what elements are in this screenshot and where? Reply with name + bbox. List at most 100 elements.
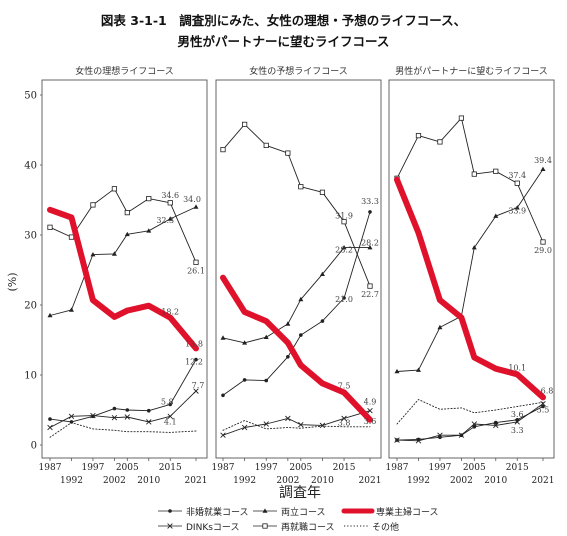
series-line-hishugyo [222,211,371,396]
y-tick-label: 30 [24,231,37,242]
data-label: 7.5 [338,382,351,391]
data-point-saishushoku [90,202,96,208]
data-point-hishugyo [515,418,520,422]
data-point-ryoritsu [437,324,443,330]
legend-item-sengyo: 専業主婦コース [341,506,439,518]
panel-title: 女性の理想ライフコース [75,65,174,77]
data-point-hishugyo [299,333,303,337]
series-line-ryoritsu [222,247,371,344]
x-tick-label: 1992 [407,476,430,486]
data-point-ryoritsu [341,245,347,250]
panel-title: 女性の予想ライフコース [249,65,348,77]
data-point-saishushoku [47,224,53,230]
data-point-ryoritsu [285,321,291,326]
data-point-dinks [285,415,291,422]
y-tick-label: 10 [24,371,37,382]
data-point-ryoritsu [540,166,546,171]
y-tick-label: 0 [31,441,37,452]
legend-item-sonota: その他 [344,521,399,533]
data-point-ryoritsu [415,367,421,372]
y-tick-label: 40 [24,161,37,172]
series-line-dinks [49,390,197,428]
data-point-hishugyo [368,210,372,214]
series-line-dinks [396,403,544,442]
data-label: 10.1 [508,363,526,372]
panel-frame [215,79,382,459]
data-label: 3.3 [511,426,524,435]
x-tick-label: 2015 [506,463,529,473]
x-tick-label: 2015 [333,463,356,473]
x-tick-label: 2010 [311,476,334,486]
x-tick-label: 2005 [463,463,486,473]
data-point-ryoritsu [319,271,325,276]
data-label: 33.3 [361,197,379,206]
data-point-dinks [47,424,53,431]
x-tick-label: 2010 [484,476,507,486]
data-label: 3.8 [338,418,351,427]
chart-panel-3: 男性がパートナーに望むライフコース 1987 1997 2005 2015 1992 200… [386,65,555,486]
data-point-saishushoku [124,209,130,216]
data-point-saishushoku [111,186,118,192]
data-point-hishugyo [459,433,464,438]
series-line-sonota [222,420,371,431]
data-point-saishushoku [167,200,173,206]
panel-title: 男性がパートナーに望むライフコース [395,65,548,77]
figure-title-line-1: 図表 3-1-1 調査別にみた、女性の理想・予想のライフコース、 [100,13,467,28]
data-point-hishugyo [194,357,198,362]
data-label: 34.6 [161,191,179,200]
legend-item-ryoritsu: 両立コース [253,506,326,518]
data-label: 3.6 [511,410,524,419]
data-point-saishushoku [263,142,269,148]
data-point-dinks [193,388,199,394]
data-point-saishushoku [341,219,347,225]
x-tick-label: 1992 [233,476,256,486]
data-point-saishushoku [540,239,546,245]
data-label: 4.1 [164,417,177,426]
data-point-hishugyo [69,420,74,424]
series-line-hishugyo [49,359,197,423]
series-line-hishugyo [396,406,544,441]
data-point-dinks [263,421,269,427]
x-axis-label: 調査年 [279,485,321,501]
data-point-dinks [146,419,152,425]
data-point-hishugyo [48,417,52,421]
data-label: 21.0 [335,295,353,304]
data-point-dinks [220,432,226,438]
series-line-sengyo [394,176,546,401]
data-point-ryoritsu [367,245,373,250]
data-point-hishugyo [416,437,421,442]
legend-label: 非婚就業コース [186,506,249,518]
data-point-dinks [111,414,118,421]
chart-panel-1: 女性の理想ライフコース 1987 1997 2005 2015 1992 2002 2010 2… [39,65,208,486]
data-point-saishushoku [514,180,520,186]
data-point-ryoritsu [471,245,477,250]
data-point-dinks [167,413,173,420]
series-line-saishushoku [222,123,371,287]
series-line-sengyo [47,206,199,352]
data-point-ryoritsu [146,228,152,233]
x-tick-label: 1987 [212,463,235,473]
data-point-hishugyo [493,420,498,425]
data-point-dinks [241,424,248,431]
data-point-ryoritsu [47,312,53,318]
data-point-hishugyo [146,408,151,413]
data-point-saishushoku [458,115,465,121]
legend-item-saishushoku: 再就職コース [253,521,335,533]
data-label: 37.4 [508,171,526,180]
data-point-saishushoku [146,195,152,202]
data-point-ryoritsu [167,216,173,221]
data-point-hishugyo [438,435,442,440]
data-label: 18.2 [161,308,179,317]
data-point-hishugyo [342,296,346,300]
data-point-dinks [471,421,478,427]
data-point-saishushoku [220,146,226,153]
panel-frame [41,79,208,459]
data-point-hishugyo [264,378,269,383]
legend-marker [262,508,268,513]
data-point-saishushoku [242,121,248,127]
figure-title-line-2: 男性がパートナーに望むライフコース [177,34,390,49]
data-point-saishushoku [285,150,291,156]
data-label: 28.2 [335,246,353,255]
data-point-saishushoku [193,259,199,265]
